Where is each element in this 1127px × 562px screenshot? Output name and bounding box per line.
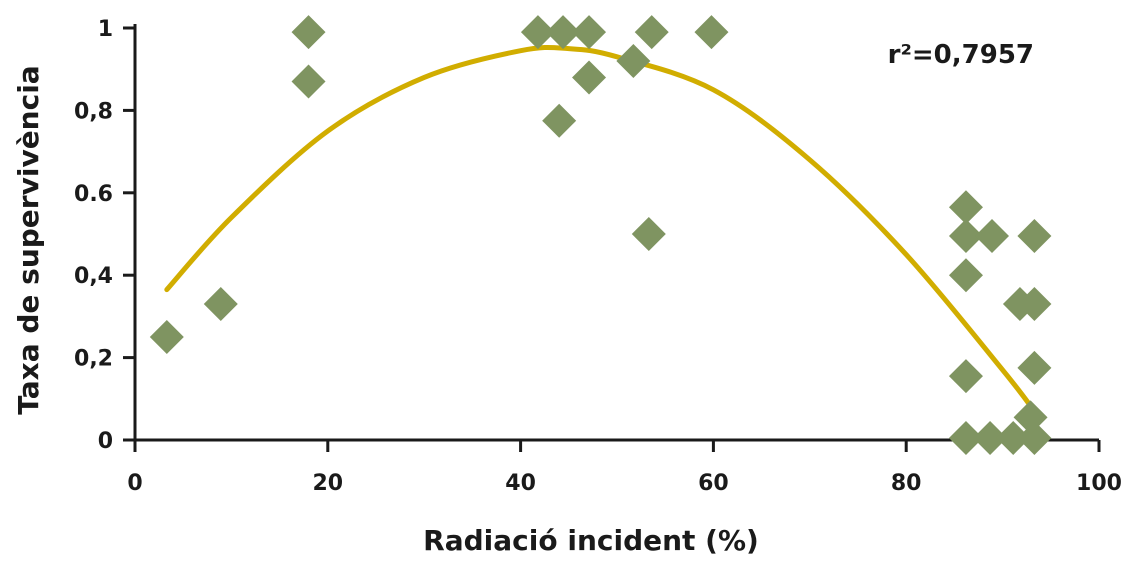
data-point: [631, 217, 666, 251]
data-point: [203, 287, 238, 322]
x-axis-title: Radiació incident (%): [423, 524, 759, 557]
data-point: [1017, 350, 1052, 385]
data-point: [948, 190, 983, 225]
data-point: [948, 258, 983, 293]
data-point: [1017, 287, 1052, 322]
y-tick-label: 0: [98, 429, 113, 454]
x-tick-label: 40: [505, 471, 536, 496]
data-point: [291, 64, 326, 99]
y-tick-label: 0,4: [74, 264, 113, 289]
axes: [123, 24, 1101, 452]
y-tick-label: 0,2: [74, 347, 113, 372]
data-point: [948, 359, 983, 394]
fit-curve-layer: [164, 44, 1037, 414]
data-point: [542, 103, 577, 138]
data-point: [974, 219, 1009, 254]
x-tick-label: 60: [698, 471, 729, 496]
data-points-layer: [149, 15, 1052, 455]
x-tick-label: 100: [1076, 471, 1122, 496]
data-point: [973, 420, 1008, 455]
data-point: [572, 15, 607, 50]
y-axis-title: Taxa de supervivència: [12, 65, 45, 414]
y-tick-label: 0,8: [74, 99, 113, 124]
data-point: [634, 15, 669, 50]
data-point: [1013, 400, 1048, 435]
tick-labels-layer: 0 20 40 60 80 100 0 0,2 0,4 0.6 0,8 1: [74, 17, 1122, 496]
data-point: [572, 60, 607, 95]
data-point: [1017, 219, 1052, 254]
data-point: [694, 15, 729, 50]
data-point: [616, 43, 651, 78]
data-point: [948, 420, 983, 455]
fit-curve: [164, 44, 1037, 414]
x-tick-label: 20: [312, 471, 343, 496]
y-tick-label: 1: [98, 17, 113, 42]
data-point: [546, 15, 581, 50]
data-point: [996, 420, 1031, 455]
data-point: [948, 219, 983, 254]
x-tick-label: 80: [891, 471, 922, 496]
x-tick-label: 0: [127, 471, 142, 496]
data-point: [149, 320, 184, 354]
data-point: [291, 15, 326, 50]
y-tick-label: 0.6: [74, 182, 113, 207]
data-point: [520, 15, 555, 50]
r-squared-annotation: r²=0,7957: [888, 40, 1034, 70]
